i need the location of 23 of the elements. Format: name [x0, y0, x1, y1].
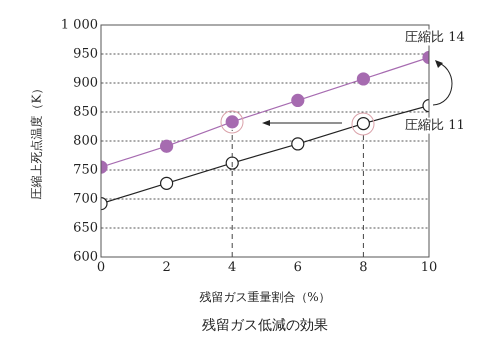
x-tick-label: 6: [294, 260, 302, 276]
y-tick-label: 600: [73, 249, 98, 264]
y-tick-label: 800: [73, 133, 98, 148]
y-tick-label: 750: [73, 162, 98, 178]
y-tick-label: 950: [73, 46, 98, 62]
y-axis-title: 圧縮上死点温度（K）: [29, 82, 44, 200]
x-tick-label: 0: [96, 260, 106, 276]
point: [226, 156, 239, 170]
y-tick-label: 850: [73, 104, 98, 120]
point: [291, 137, 304, 150]
y-tick-label: 650: [73, 220, 98, 236]
y-tick-label: 700: [73, 191, 98, 206]
text: 残留ガス低減の効果: [202, 318, 328, 334]
x-tick-label: 8: [359, 260, 368, 276]
y-tick-label: 900: [73, 75, 98, 90]
x-axis-title: 残留ガス重量割合（%）: [199, 290, 331, 304]
x-tick-label: 10: [420, 260, 438, 276]
y-tick-label: 1 000: [60, 17, 98, 32]
series-label: 圧縮比 11: [405, 118, 465, 133]
x-tick-label: 2: [162, 260, 171, 276]
point: [291, 94, 304, 107]
x-tick-label: 4: [228, 260, 236, 276]
series-label: 圧縮比 14: [405, 30, 465, 45]
